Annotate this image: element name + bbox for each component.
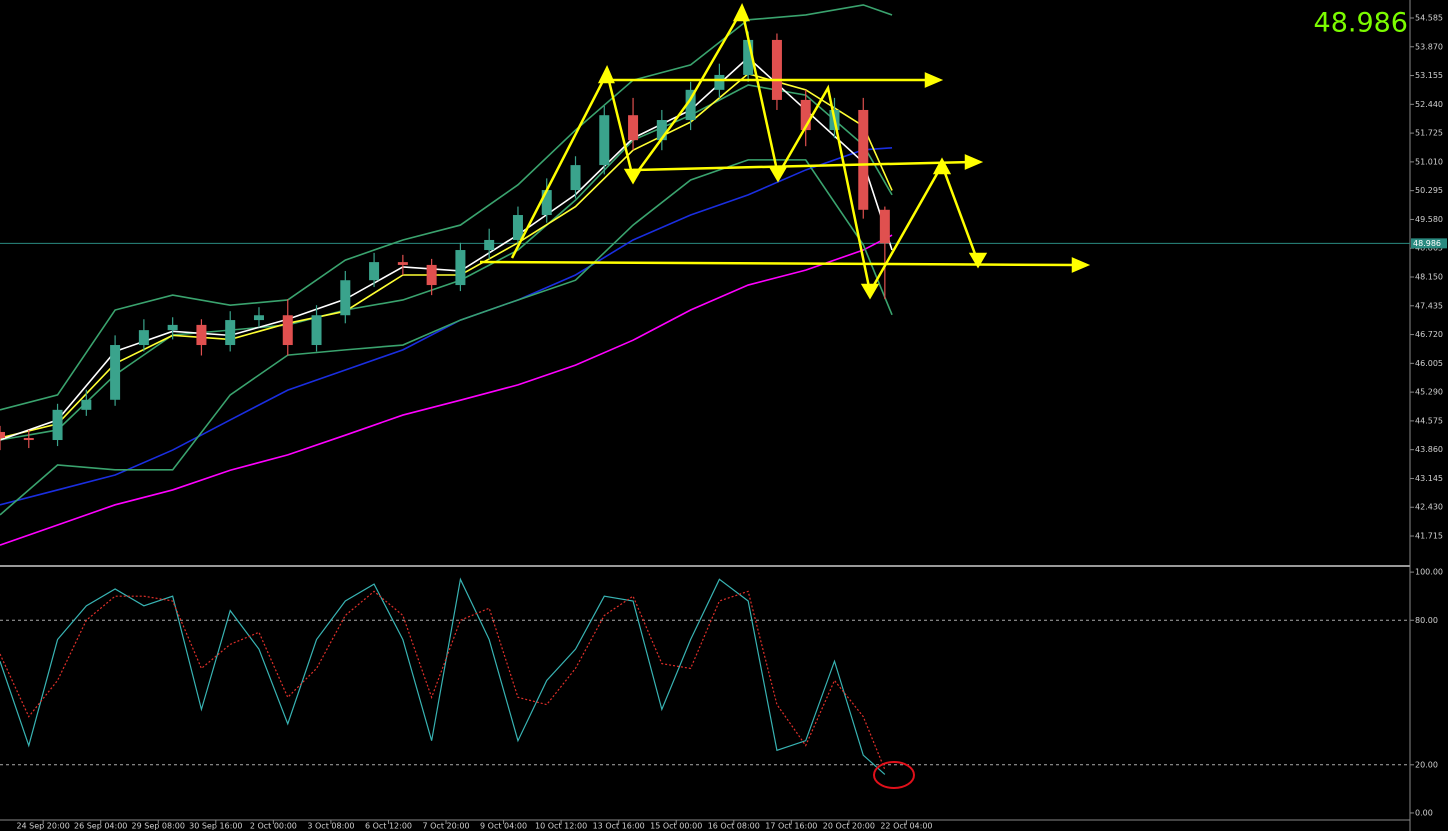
y-tick-label: 46.720 bbox=[1415, 330, 1443, 339]
candle-body bbox=[0, 431, 5, 439]
y-tick-label: 52.440 bbox=[1415, 100, 1443, 109]
y-tick-label: 54.585 bbox=[1415, 13, 1443, 22]
y-tick-label: 41.715 bbox=[1415, 532, 1443, 541]
x-tick-label: 24 Sep 20:00 bbox=[16, 822, 69, 831]
candle-body bbox=[628, 115, 639, 141]
y-tick-label: 45.290 bbox=[1415, 388, 1443, 397]
oscillator-line bbox=[0, 577, 886, 775]
indicator-line bbox=[0, 159, 893, 516]
candle-body bbox=[225, 320, 236, 346]
candle-body bbox=[397, 262, 408, 265]
candle-body bbox=[52, 409, 63, 441]
candle-body bbox=[282, 315, 293, 346]
x-tick-label: 26 Sep 04:00 bbox=[74, 822, 127, 831]
x-tick-label: 20 Oct 20:00 bbox=[823, 822, 875, 831]
indicator-line bbox=[0, 234, 893, 546]
x-tick-label: 9 Oct 04:00 bbox=[480, 822, 527, 831]
y-tick-label: 43.860 bbox=[1415, 445, 1443, 454]
indicator-line bbox=[0, 56, 893, 441]
y-tick-label: 53.870 bbox=[1415, 42, 1443, 51]
wave-path bbox=[510, 6, 980, 296]
level-line bbox=[479, 260, 1079, 267]
candle-body bbox=[599, 115, 610, 166]
candle-body bbox=[685, 89, 696, 121]
y-tick-label: 80.00 bbox=[1415, 616, 1438, 625]
candle-body bbox=[484, 239, 495, 251]
oscillator-panel: 100.00 80.00 20.00 0.00 bbox=[0, 568, 1443, 817]
price-tag-label: 48.986 bbox=[1413, 239, 1441, 248]
candle-body bbox=[714, 74, 725, 90]
y-tick-label: 20.00 bbox=[1415, 760, 1438, 769]
candle-body bbox=[455, 250, 466, 286]
x-tick-label: 3 Oct 08:00 bbox=[307, 822, 354, 831]
candle-body bbox=[167, 324, 178, 331]
candle-body bbox=[110, 345, 121, 400]
x-tick-label: 29 Sep 08:00 bbox=[132, 822, 185, 831]
y-tick-label: 0.00 bbox=[1415, 808, 1433, 817]
y-tick-label: 51.725 bbox=[1415, 129, 1443, 138]
x-tick-label: 13 Oct 16:00 bbox=[593, 822, 645, 831]
y-tick-label: 49.580 bbox=[1415, 215, 1443, 224]
x-tick-label: 17 Oct 16:00 bbox=[765, 822, 817, 831]
candle-body bbox=[656, 120, 667, 141]
candle-body bbox=[743, 39, 754, 75]
x-tick-label: 16 Oct 08:00 bbox=[708, 822, 760, 831]
y-tick-label: 48.150 bbox=[1415, 273, 1443, 282]
y-tick-label: 50.295 bbox=[1415, 186, 1443, 195]
arrow-head bbox=[623, 168, 643, 185]
y-tick-label: 43.145 bbox=[1415, 474, 1443, 483]
highlight-circle bbox=[873, 761, 915, 789]
y-tick-label: 46.005 bbox=[1415, 359, 1443, 368]
y-tick-label: 44.575 bbox=[1415, 416, 1443, 425]
price-panel: 54.585 53.870 53.155 52.440 51.725 51.010 50.2… bbox=[0, 4, 1447, 831]
candle-body bbox=[253, 315, 264, 321]
candle-body bbox=[541, 190, 552, 216]
y-tick-label: 53.155 bbox=[1415, 71, 1443, 80]
level-line bbox=[632, 160, 973, 172]
price-tag bbox=[1411, 238, 1447, 249]
candle-body bbox=[340, 280, 351, 316]
candle-body bbox=[570, 165, 581, 191]
candle-body bbox=[23, 438, 34, 441]
candle-body bbox=[771, 39, 782, 100]
indicator-line bbox=[0, 4, 893, 411]
y-tick-label: 42.430 bbox=[1415, 503, 1443, 512]
candle-body bbox=[196, 324, 207, 346]
arrow-head bbox=[597, 65, 615, 84]
arrow-head bbox=[768, 166, 788, 183]
x-tick-label: 30 Sep 16:00 bbox=[189, 822, 242, 831]
candle-body bbox=[879, 209, 890, 244]
x-tick-label: 10 Oct 12:00 bbox=[535, 822, 587, 831]
arrow-head bbox=[860, 283, 880, 300]
y-tick-label: 100.00 bbox=[1415, 568, 1443, 577]
candle-body bbox=[369, 262, 380, 281]
candle-body bbox=[311, 315, 322, 346]
arrow-head bbox=[1071, 257, 1091, 273]
x-tick-label: 6 Oct 12:00 bbox=[365, 822, 412, 831]
arrow-head bbox=[932, 157, 952, 175]
x-tick-label: 22 Oct 04:00 bbox=[880, 822, 932, 831]
oscillator-line bbox=[0, 590, 886, 770]
candle-body bbox=[800, 99, 811, 131]
candle-body bbox=[858, 109, 869, 210]
arrow-head bbox=[732, 3, 750, 22]
arrow-head bbox=[964, 154, 984, 170]
candle-body bbox=[138, 330, 149, 346]
x-tick-label: 2 Oct 00:00 bbox=[250, 822, 297, 831]
current-price-big: 48.986 bbox=[1314, 8, 1408, 39]
annotations bbox=[479, 3, 1091, 789]
y-tick-label: 51.010 bbox=[1415, 157, 1443, 166]
indicator-line bbox=[0, 72, 893, 439]
y-tick-label: 47.435 bbox=[1415, 301, 1443, 310]
arrow-head bbox=[924, 72, 944, 88]
candle-body bbox=[512, 215, 523, 240]
arrow-head bbox=[968, 252, 988, 269]
candle-body bbox=[81, 399, 92, 410]
x-tick-label: 15 Oct 00:00 bbox=[650, 822, 702, 831]
x-tick-label: 7 Oct 20:00 bbox=[422, 822, 469, 831]
candle-body bbox=[426, 264, 437, 286]
